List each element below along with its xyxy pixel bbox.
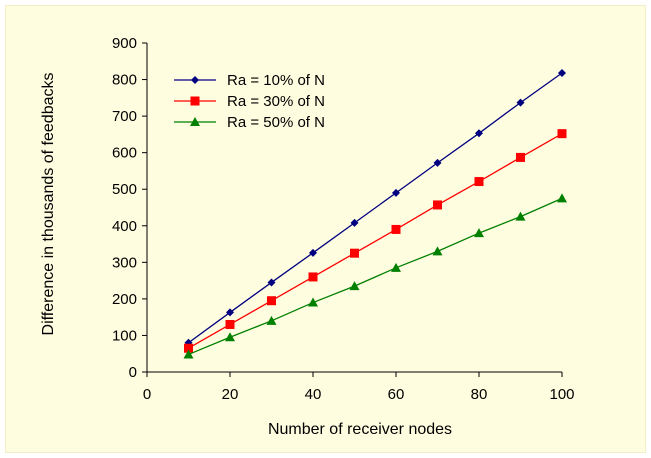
legend-entry: Ra = 50% of N xyxy=(174,114,325,131)
data-point xyxy=(474,177,484,187)
axes: 0 100 200 300 400 500 600 700 800 900 0 20 40 60 80 100 xyxy=(112,35,575,403)
y-tick-label: 500 xyxy=(112,181,137,198)
x-tick-label: 20 xyxy=(222,386,239,403)
legend-label: Ra = 10% of N xyxy=(227,72,325,89)
series-3 xyxy=(183,193,567,359)
data-point xyxy=(267,278,276,287)
data-point xyxy=(557,129,567,139)
data-point xyxy=(557,193,567,203)
data-point xyxy=(308,297,318,307)
data-point xyxy=(474,228,484,238)
data-point xyxy=(391,224,401,234)
x-axis-title: Number of receiver nodes xyxy=(268,421,452,438)
y-tick-label: 700 xyxy=(112,108,137,125)
legend-label: Ra = 50% of N xyxy=(227,114,325,131)
x-tick-label: 100 xyxy=(549,386,574,403)
data-point xyxy=(516,152,525,162)
y-tick-label: 800 xyxy=(112,72,137,89)
series-1 xyxy=(184,68,566,347)
data-point xyxy=(190,117,200,126)
data-point xyxy=(266,315,277,325)
y-tick-label: 200 xyxy=(112,291,137,308)
x-tick-label: 40 xyxy=(305,386,322,403)
x-tick-label: 0 xyxy=(143,386,151,403)
data-point xyxy=(558,68,566,77)
data-point xyxy=(308,272,318,282)
data-point xyxy=(516,98,525,107)
data-point xyxy=(190,96,200,106)
y-tick-label: 300 xyxy=(112,254,137,271)
data-point xyxy=(184,343,193,353)
x-tick-label: 60 xyxy=(388,386,405,403)
data-point xyxy=(309,248,317,257)
y-tick-label: 600 xyxy=(112,145,137,162)
y-axis-title: Difference in thousands of feedbacks xyxy=(40,73,57,336)
y-tick-label: 900 xyxy=(112,35,137,52)
chart-area: 0 100 200 300 400 500 600 700 800 900 0 20 40 60 80 100… xyxy=(5,5,646,453)
series-line xyxy=(188,197,563,356)
data-point xyxy=(226,308,234,317)
data-point xyxy=(433,200,442,210)
data-point xyxy=(391,262,401,272)
data-point xyxy=(349,281,360,291)
data-point xyxy=(225,319,235,329)
series-line xyxy=(188,72,563,344)
data-point xyxy=(225,332,235,342)
data-point xyxy=(433,158,442,167)
data-point xyxy=(191,76,199,84)
series-2 xyxy=(184,129,567,353)
legend-entry: Ra = 10% of N xyxy=(174,72,325,89)
legend-label: Ra = 30% of N xyxy=(227,93,325,110)
y-tick-label: 100 xyxy=(112,327,137,344)
legend: Ra = 10% of N Ra = 30% of N Ra = 50% of N xyxy=(174,72,325,131)
data-point xyxy=(515,211,526,221)
legend-entry: Ra = 30% of N xyxy=(174,93,325,110)
data-point xyxy=(183,349,194,359)
data-point xyxy=(350,218,359,227)
data-point xyxy=(432,246,443,256)
x-tick-label: 80 xyxy=(471,386,488,403)
y-tick-label: 400 xyxy=(112,218,137,235)
data-point xyxy=(350,248,359,258)
series-line xyxy=(188,133,563,349)
plot-series xyxy=(183,68,567,359)
line-chart: 0 100 200 300 400 500 600 700 800 900 0 20 40 60 80 100… xyxy=(40,35,575,438)
data-point xyxy=(475,129,483,138)
y-tick-label: 0 xyxy=(129,364,137,381)
data-point xyxy=(267,296,276,306)
data-point xyxy=(392,188,400,197)
